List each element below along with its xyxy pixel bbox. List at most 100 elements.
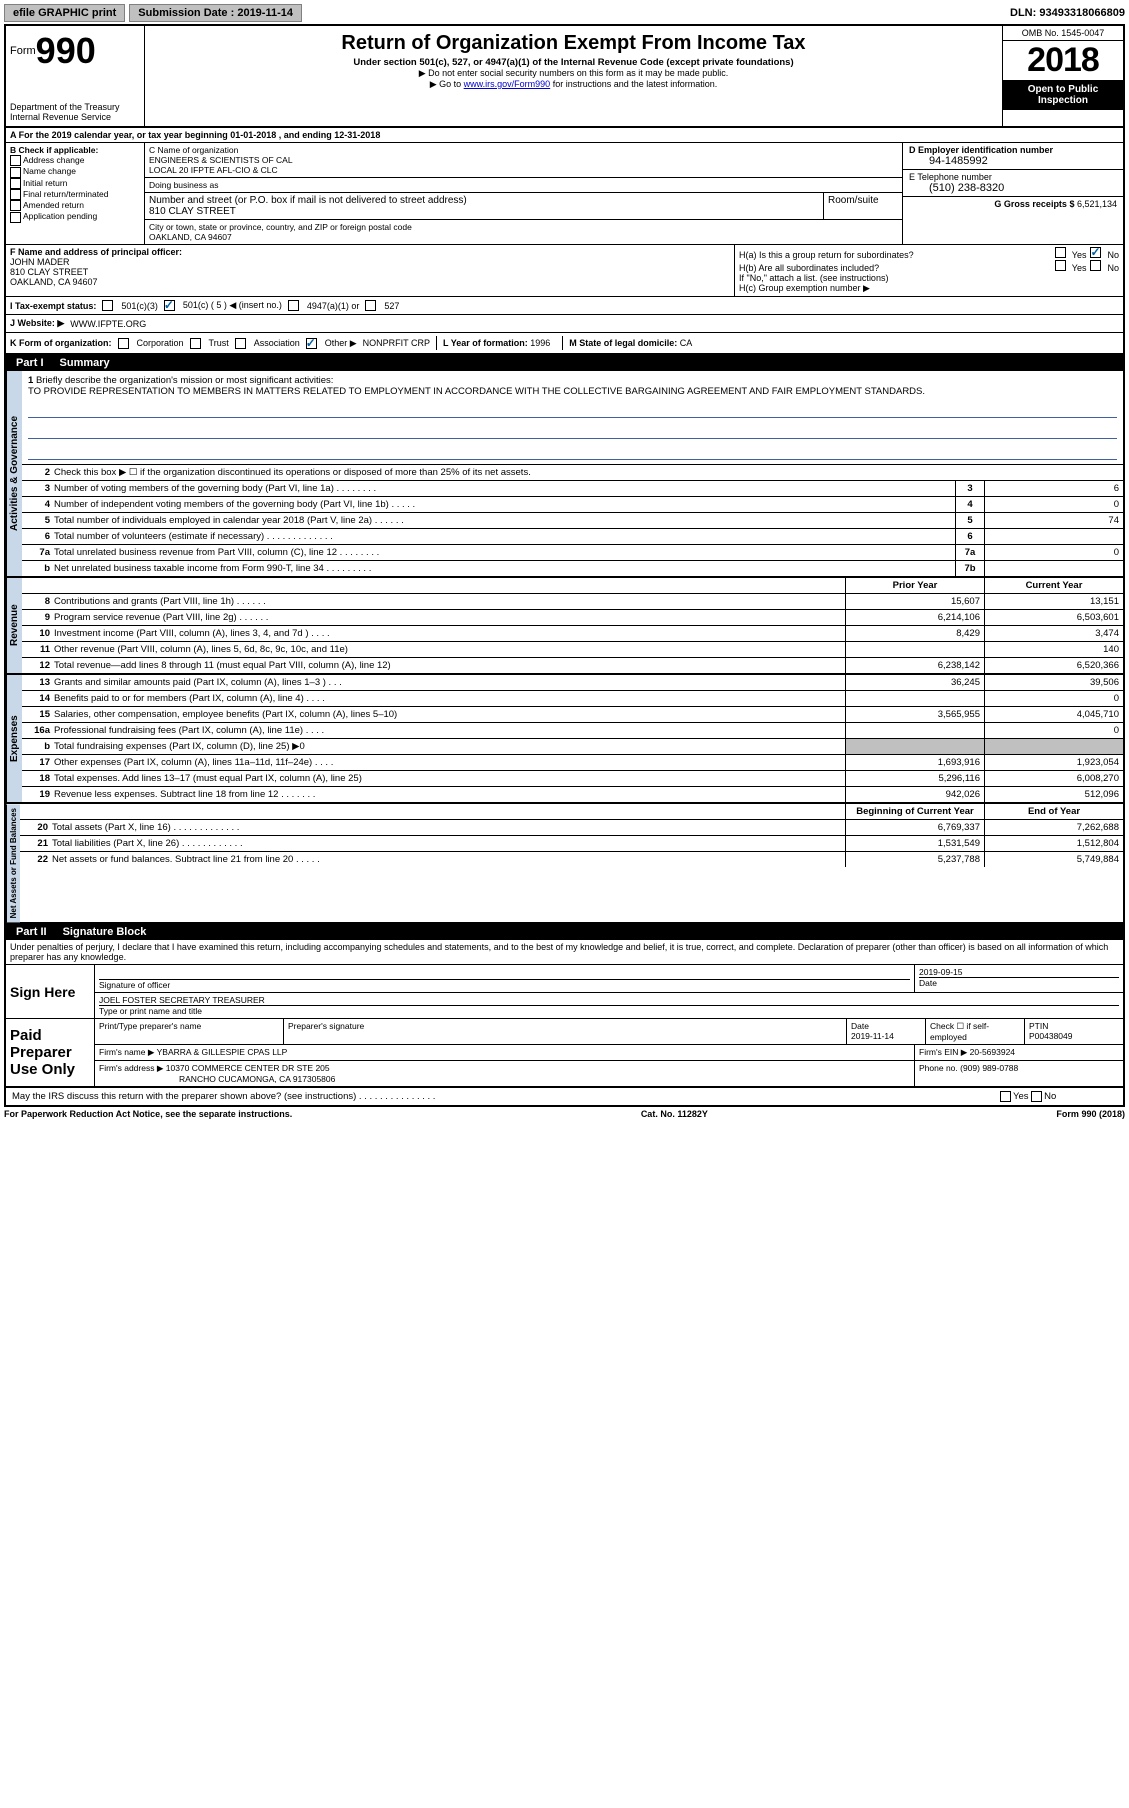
chk-initial-return[interactable] xyxy=(10,178,21,189)
officer-addr2: OAKLAND, CA 94607 xyxy=(10,277,730,287)
line-box: 7b xyxy=(955,561,984,576)
current-value: 512,096 xyxy=(984,787,1123,802)
chk-discuss-yes[interactable] xyxy=(1000,1091,1011,1102)
chk-527[interactable] xyxy=(365,300,376,311)
mission-rule-1 xyxy=(28,403,1117,418)
line-num: 21 xyxy=(20,836,50,851)
gov-section: Activities & Governance 1 Briefly descri… xyxy=(6,371,1123,578)
sig-name-label: Type or print name and title xyxy=(99,1005,1119,1016)
chk-application-pending[interactable] xyxy=(10,212,21,223)
l-cell: L Year of formation: 1996 xyxy=(436,336,556,350)
k-o3: Association xyxy=(254,338,300,348)
header-sub3: ▶ Go to www.irs.gov/Form990 for instruct… xyxy=(149,79,998,90)
current-year-hdr: Current Year xyxy=(984,578,1123,593)
prior-value: 3,565,955 xyxy=(845,707,984,722)
chk-final-return[interactable] xyxy=(10,189,21,200)
current-value: 7,262,688 xyxy=(984,820,1123,835)
line-text: Net unrelated business taxable income fr… xyxy=(52,561,955,576)
net-header-row: Beginning of Current Year End of Year xyxy=(20,804,1123,820)
chk-name-change[interactable] xyxy=(10,167,21,178)
data-line: 21 Total liabilities (Part X, line 26) .… xyxy=(20,836,1123,852)
current-value: 1,923,054 xyxy=(984,755,1123,770)
c-city-label: City or town, state or province, country… xyxy=(149,222,898,232)
chk-trust[interactable] xyxy=(190,338,201,349)
ha-no: No xyxy=(1107,250,1119,260)
line-text: Net assets or fund balances. Subtract li… xyxy=(50,852,845,867)
gov-line: 5 Total number of individuals employed i… xyxy=(22,513,1123,529)
b-item-4: Amended return xyxy=(23,200,84,210)
line-num: 3 xyxy=(22,481,52,496)
c-city-cell: City or town, state or province, country… xyxy=(145,220,902,244)
discuss-no: No xyxy=(1044,1091,1056,1102)
chk-4947[interactable] xyxy=(288,300,299,311)
current-value: 4,045,710 xyxy=(984,707,1123,722)
chk-other[interactable] xyxy=(306,338,317,349)
current-value: 3,474 xyxy=(984,626,1123,641)
ptin-label: PTIN xyxy=(1029,1021,1119,1031)
k-o4v: NONPRFIT CRP xyxy=(363,338,430,348)
d-gross-label: G Gross receipts $ xyxy=(994,199,1077,209)
line-num: 12 xyxy=(22,658,52,673)
chk-assoc[interactable] xyxy=(235,338,246,349)
part2-title: Signature Block xyxy=(63,926,147,938)
l-value: 1996 xyxy=(530,338,550,348)
line-num: 6 xyxy=(22,529,52,544)
form990-link[interactable]: www.irs.gov/Form990 xyxy=(464,79,551,89)
line-text: Grants and similar amounts paid (Part IX… xyxy=(52,675,845,690)
firm-phone-cell: Phone no. (909) 989-0788 xyxy=(915,1061,1123,1086)
submission-button[interactable]: Submission Date : 2019-11-14 xyxy=(129,4,302,22)
prior-value xyxy=(845,739,984,754)
omb-number: OMB No. 1545-0047 xyxy=(1003,26,1123,41)
chk-ha-no[interactable] xyxy=(1090,247,1101,258)
line-text: Other expenses (Part IX, column (A), lin… xyxy=(52,755,845,770)
chk-corp[interactable] xyxy=(118,338,129,349)
c-name-label: C Name of organization xyxy=(149,145,898,155)
prior-value: 8,429 xyxy=(845,626,984,641)
prior-value: 1,693,916 xyxy=(845,755,984,770)
chk-hb-yes[interactable] xyxy=(1055,260,1066,271)
c-street-row: Number and street (or P.O. box if mail i… xyxy=(145,193,902,220)
firm-name-label: Firm's name ▶ xyxy=(99,1047,157,1057)
form-frame: Form990 Department of the Treasury Inter… xyxy=(4,24,1125,1107)
q2-line: 2 Check this box ▶ ☐ if the organization… xyxy=(22,465,1123,481)
rev-body: Prior Year Current Year 8 Contributions … xyxy=(22,578,1123,673)
line-num: 8 xyxy=(22,594,52,609)
data-line: 17 Other expenses (Part IX, column (A), … xyxy=(22,755,1123,771)
line-value: 74 xyxy=(984,513,1123,528)
efile-button[interactable]: efile GRAPHIC print xyxy=(4,4,125,22)
sign-here-row: Sign Here Signature of officer 2019-09-1… xyxy=(6,965,1123,1019)
header-sub2: ▶ Do not enter social security numbers o… xyxy=(149,68,998,79)
chk-501c[interactable] xyxy=(164,300,175,311)
sig-officer-label: Signature of officer xyxy=(99,979,910,990)
line-text: Benefits paid to or for members (Part IX… xyxy=(52,691,845,706)
chk-discuss-no[interactable] xyxy=(1031,1091,1042,1102)
line-text: Revenue less expenses. Subtract line 18 … xyxy=(52,787,845,802)
eoy-hdr: End of Year xyxy=(984,804,1123,819)
chk-ha-yes[interactable] xyxy=(1055,247,1066,258)
chk-hb-no[interactable] xyxy=(1090,260,1101,271)
firm-ein-cell: Firm's EIN ▶ 20-5693924 xyxy=(915,1045,1123,1060)
line-box: 4 xyxy=(955,497,984,512)
line-num: 10 xyxy=(22,626,52,641)
ha-row: H(a) Is this a group return for subordin… xyxy=(739,247,1119,260)
d-tel-label: E Telephone number xyxy=(909,172,1117,182)
current-value: 13,151 xyxy=(984,594,1123,609)
firm-addr2: RANCHO CUCAMONGA, CA 917305806 xyxy=(99,1074,910,1084)
line-num: b xyxy=(22,561,52,576)
firm-ein: 20-5693924 xyxy=(970,1047,1015,1057)
sig-officer-cell: Signature of officer xyxy=(95,965,915,992)
sign-here-label: Sign Here xyxy=(6,965,95,1018)
chk-address-change[interactable] xyxy=(10,155,21,166)
ptin-cell: PTIN P00438049 xyxy=(1025,1019,1123,1044)
chk-501c3[interactable] xyxy=(102,300,113,311)
prior-value: 15,607 xyxy=(845,594,984,609)
discuss-row: May the IRS discuss this return with the… xyxy=(6,1087,1123,1105)
i-o3: 4947(a)(1) or xyxy=(307,301,360,311)
line-num: 13 xyxy=(22,675,52,690)
d-ein-cell: D Employer identification number 94-1485… xyxy=(903,143,1123,170)
rev-header-row: Prior Year Current Year xyxy=(22,578,1123,594)
header-left: Form990 Department of the Treasury Inter… xyxy=(6,26,145,126)
side-net: Net Assets or Fund Balances xyxy=(6,804,20,922)
chk-amended-return[interactable] xyxy=(10,200,21,211)
org-tel: (510) 238-8320 xyxy=(909,182,1117,194)
